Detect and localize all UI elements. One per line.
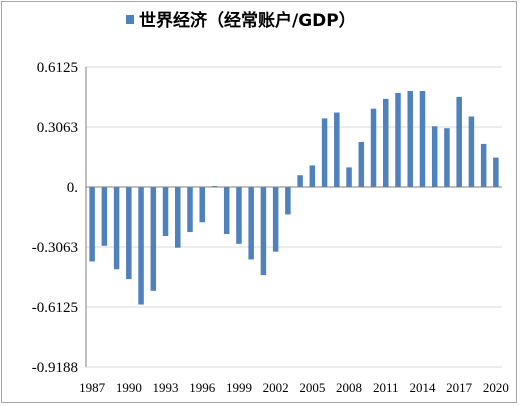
x-tick-label: 1990	[116, 380, 142, 395]
bar	[444, 128, 450, 187]
x-tick-label: 2011	[373, 380, 399, 395]
bar	[431, 126, 438, 187]
bar	[334, 112, 340, 187]
bar	[89, 186, 95, 262]
bar	[150, 186, 157, 291]
legend-label: 世界经济（经常账户/GDP）	[139, 10, 356, 31]
y-tick-label: 0.6125	[37, 60, 78, 76]
y-tick-label: 0.	[67, 180, 78, 196]
bar	[370, 108, 377, 187]
bar	[272, 186, 279, 252]
x-tick-label: 2017	[446, 380, 473, 395]
chart-legend: 世界经济（经常账户/GDP）	[126, 10, 356, 31]
bar	[407, 90, 413, 187]
legend-swatch	[126, 15, 134, 24]
bar	[358, 141, 365, 187]
bar	[187, 186, 193, 233]
bar-series	[89, 90, 499, 305]
bar	[126, 186, 132, 280]
bar	[236, 186, 242, 244]
x-tick-label: 1996	[189, 380, 216, 395]
x-axis-tick-labels: 1987 1990 1993 1996 1999 2002 2005 2008 2011 2014…	[79, 380, 509, 395]
x-tick-label: 2020	[483, 380, 509, 395]
bar	[260, 186, 267, 276]
bar	[309, 165, 316, 187]
bar	[321, 118, 328, 187]
y-gridlines	[86, 66, 502, 368]
bar	[346, 167, 352, 187]
bar	[138, 186, 144, 305]
bar	[468, 116, 475, 187]
bar	[395, 92, 401, 187]
y-tick-label: -0.3063	[32, 240, 78, 256]
bar	[285, 186, 291, 215]
x-tick-label: 1993	[153, 380, 179, 395]
bar	[248, 186, 254, 260]
x-tick-label: 1999	[226, 380, 252, 395]
bar	[480, 143, 487, 187]
x-tick-label: 2014	[409, 380, 436, 395]
bar	[383, 98, 389, 187]
bar	[456, 96, 462, 187]
x-tick-label: 2005	[299, 380, 325, 395]
bar	[419, 90, 426, 187]
bar	[199, 186, 205, 223]
bar	[493, 157, 499, 187]
y-axis-tick-labels: 0.6125 0.3063 0. -0.3063 -0.6125 -0.9188	[32, 60, 78, 376]
y-tick-label: -0.6125	[32, 300, 78, 316]
y-tick-label: 0.3063	[37, 120, 78, 136]
y-tick-label: -0.9188	[32, 360, 78, 376]
bar	[113, 186, 120, 270]
bar	[175, 186, 181, 248]
x-tick-label: 2002	[263, 380, 289, 395]
x-tick-label: 1987	[79, 380, 106, 395]
x-tick-label: 2008	[336, 380, 362, 395]
bar	[162, 186, 169, 236]
bar	[101, 186, 108, 246]
bar	[223, 186, 230, 235]
bar	[297, 175, 303, 187]
